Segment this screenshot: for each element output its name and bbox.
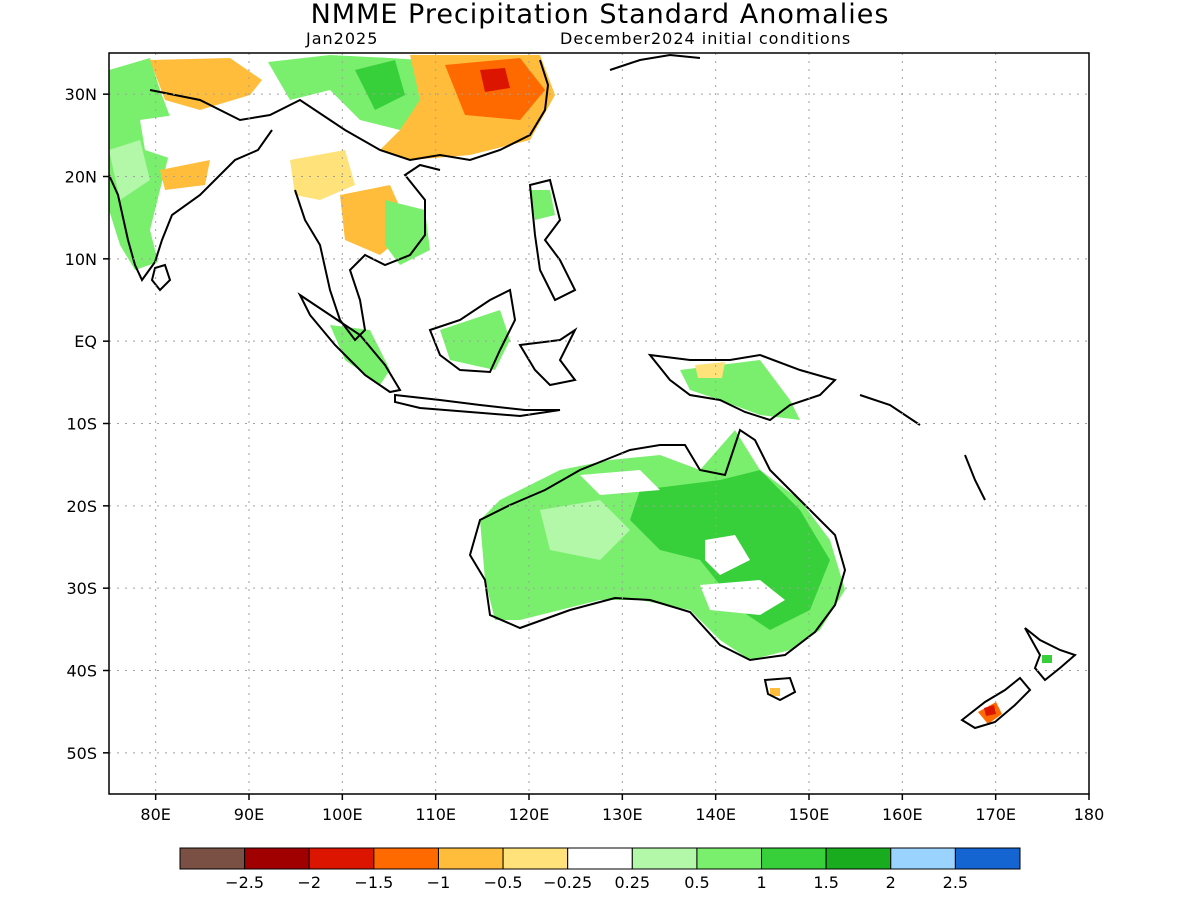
colorbar-swatch [631,847,698,870]
himalaya-border [149,59,550,162]
south-china-core [480,68,510,92]
borneo-wet [440,310,510,370]
colorbar-label: 1.5 [813,873,838,892]
anomaly-shading [109,55,1052,724]
lon-tick-label: 140E [695,805,736,824]
philippines-wet [530,190,555,220]
indochina-coastline [294,163,441,342]
coastlines [109,53,1077,730]
lon-tick-label: 110E [415,805,456,824]
sumatra-wet [330,325,390,385]
lat-tick-label: 20N [65,168,97,187]
india-dry-patch [150,58,262,110]
lon-tick-label: 80E [140,805,170,824]
sumatra-coastline [297,292,402,394]
lon-tick-label: 120E [509,805,550,824]
colorbar-label: −2.5 [225,873,264,892]
colorbar-label: −1.5 [354,873,393,892]
lon-tick-label: 130E [602,805,643,824]
lon-tick-label: 150E [789,805,830,824]
australia-white-center [705,535,750,575]
new-guinea-dry [695,362,725,378]
java-coastline [394,393,561,418]
india-light-green [109,140,150,200]
australia-white-se [700,580,785,615]
lon-tick-label: 100E [322,805,363,824]
tasmania-dry-spot [770,688,780,696]
initial-conditions: December2024 initial conditions [560,29,852,48]
nz-north-island [1024,627,1077,682]
colorbar-swatch [567,847,633,870]
lat-tick-label: 40S [66,662,97,681]
colorbar-label: 0.5 [684,873,709,892]
nz-dry-core [984,705,996,716]
lat-tick-label: 20S [66,497,97,516]
colorbar-swatch [308,847,375,870]
colorbar-label: 2.5 [943,873,968,892]
colorbar-swatch [179,847,246,870]
india-dry-patch-2 [160,160,210,190]
latitude-ticks: 30N 20N 10N EQ 10S 20S 30S 40S 50S [65,85,109,763]
colorbar-label: 2 [886,873,896,892]
lon-tick-label: 170E [975,805,1016,824]
burma-dry-patch [290,150,355,200]
colorbar: −2.5 −2 −1.5 −1 −0.5 −0.25 0.25 0.5 1 1.5 2 2.5 [179,847,1021,892]
colorbar-swatch [696,847,763,870]
tasmania-coastline [763,676,797,702]
solomon-islands [859,394,921,426]
lat-tick-label: 30S [66,579,97,598]
lat-tick-label: EQ [74,332,97,351]
colorbar-swatch [761,847,827,870]
new-guinea-coastline [647,353,837,422]
colorbar-swatch [954,847,1021,870]
tibet-wet-core [355,60,405,110]
colorbar-label: 0.25 [614,873,650,892]
sri-lanka-coastline [150,263,172,292]
lat-tick-label: 10S [66,415,97,434]
longitude-ticks: 80E 90E 100E 110E 120E 130E 140E 150E 160E 170E 18… [140,794,1104,824]
australia-white-north [580,470,660,495]
colorbar-label: −0.5 [484,873,523,892]
indochina-wet [385,200,430,265]
colorbar-label: 1 [756,873,766,892]
colorbar-swatch [825,847,892,870]
india-white-patch [140,110,230,160]
lat-tick-label: 10N [65,250,97,269]
philippines-coastline [528,178,577,302]
colorbar-swatch [890,847,956,870]
colorbar-label: −2 [297,873,321,892]
australia-light-wet [540,500,630,560]
vanuatu-islands [964,454,986,501]
colorbar-swatch [502,847,569,870]
colorbar-swatch [437,847,504,870]
colorbar-swatch [373,847,439,870]
map-title: NMME Precipitation Standard Anomalies [310,0,890,30]
lon-tick-label: 160E [882,805,923,824]
borneo-coastline [428,288,517,374]
sulawesi-coastline [518,327,578,387]
colorbar-label: −0.25 [543,873,592,892]
target-month: Jan2025 [306,29,379,48]
colorbar-swatch [244,847,310,870]
japan-coastline [609,53,701,71]
lon-tick-label: 90E [234,805,264,824]
nz-south-island [960,676,1032,730]
lat-tick-label: 50S [66,744,97,763]
australia-coastline [468,428,847,662]
lon-tick-label: 180 [1074,805,1105,824]
lat-tick-label: 30N [65,85,97,104]
india-coastline [109,129,273,282]
nz-wet-spot [1042,655,1052,663]
gridlines [109,53,1090,794]
colorbar-label: −1 [427,873,451,892]
